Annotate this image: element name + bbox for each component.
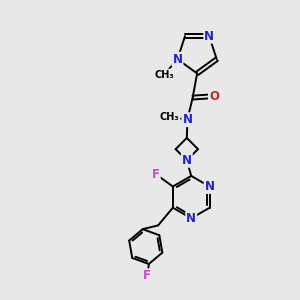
Text: N: N [182,154,192,167]
Text: CH₃: CH₃ [160,112,179,122]
Text: N: N [172,53,182,66]
Text: N: N [205,180,214,193]
Text: O: O [209,90,219,103]
Text: CH₃: CH₃ [154,70,174,80]
Text: N: N [186,212,196,225]
Text: F: F [143,269,152,282]
Text: F: F [152,168,160,181]
Text: N: N [204,30,214,43]
Text: N: N [182,113,192,126]
